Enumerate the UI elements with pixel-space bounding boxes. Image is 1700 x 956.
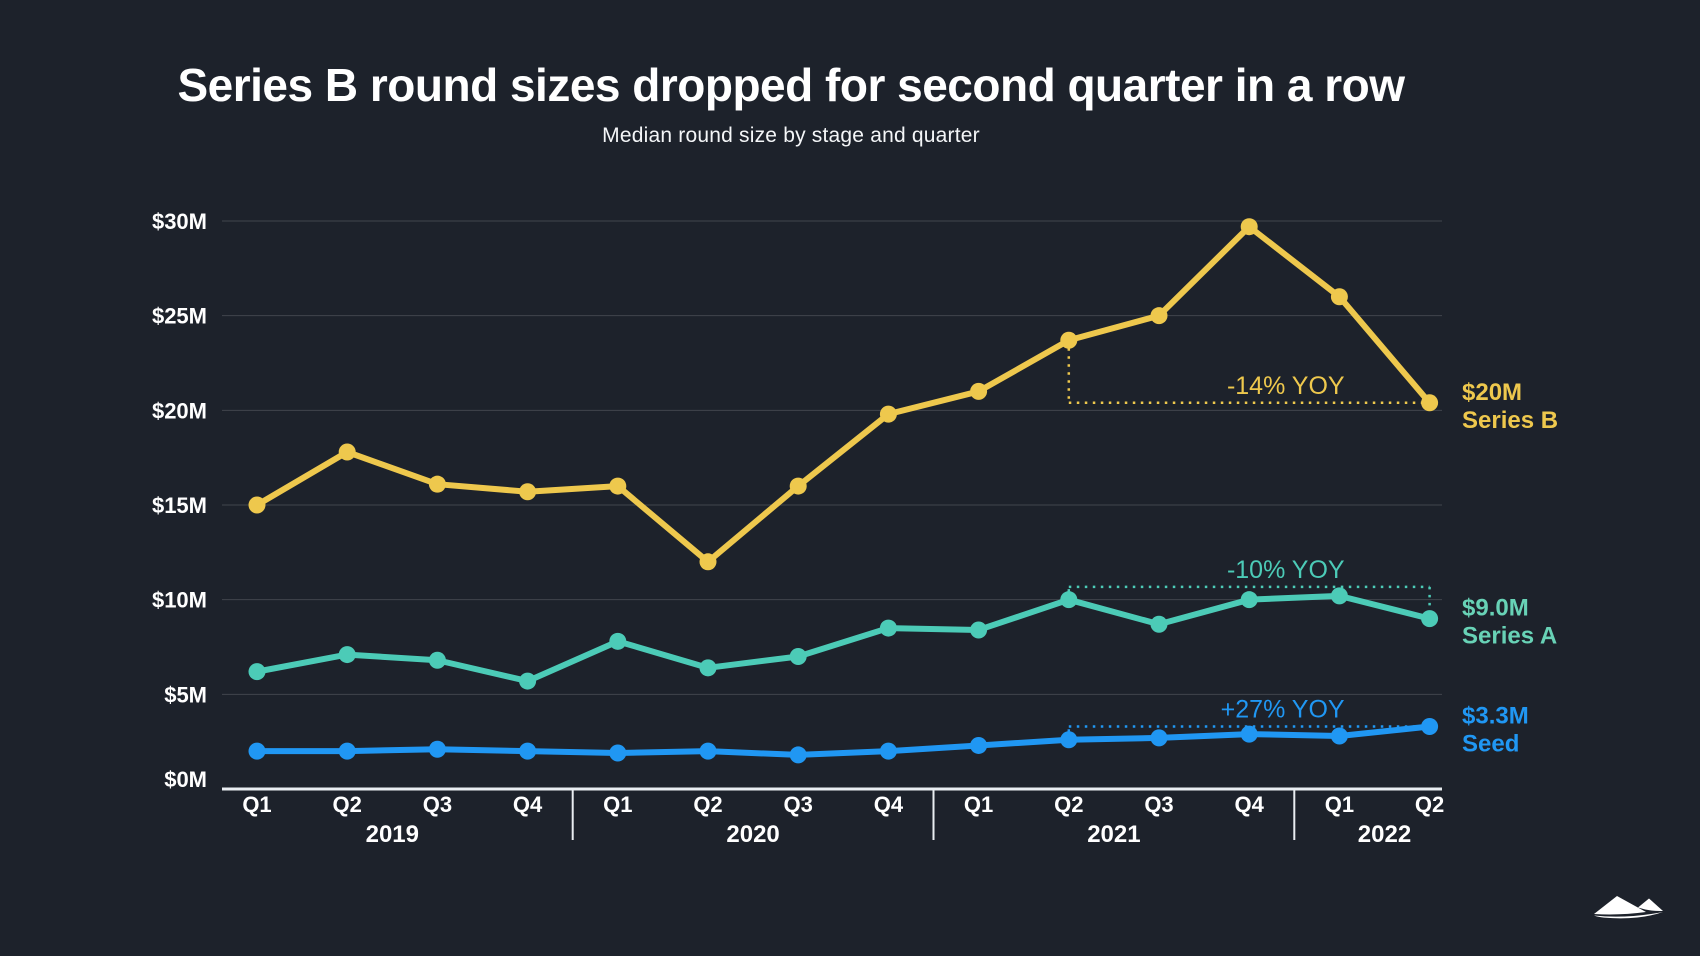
series-point-series-a — [609, 632, 627, 650]
y-axis-tick-label: $25M — [152, 304, 207, 329]
y-axis-tick-label: $5M — [164, 682, 207, 707]
series-point-series-b — [428, 475, 446, 493]
series-point-series-a — [1150, 615, 1168, 633]
series-point-series-a — [428, 651, 446, 669]
series-point-series-a — [1060, 591, 1078, 609]
series-point-series-b — [879, 405, 897, 423]
x-axis-year-label: 2021 — [1087, 821, 1140, 848]
chart-subtitle: Median round size by stage and quarter — [602, 124, 980, 147]
series-point-seed — [879, 742, 897, 760]
series-point-series-b — [338, 443, 356, 461]
x-axis-quarter-label: Q2 — [693, 792, 722, 817]
series-point-series-b — [1060, 331, 1078, 349]
x-axis-quarter-label: Q3 — [1144, 792, 1173, 817]
series-point-series-a — [699, 659, 717, 677]
chart-title: Series B round sizes dropped for second … — [177, 59, 1405, 111]
series-point-series-b — [1421, 394, 1439, 412]
series-point-seed — [609, 744, 627, 762]
series-point-series-b — [1150, 307, 1168, 325]
series-end-name: Series B — [1462, 407, 1558, 434]
annotation-yoy-label: -14% YOY — [1227, 372, 1345, 400]
annotation-yoy-label: -10% YOY — [1227, 556, 1345, 584]
series-point-seed — [428, 740, 446, 758]
series-point-series-a — [789, 647, 807, 665]
y-axis-tick-label: $10M — [152, 588, 207, 613]
x-axis-quarter-label: Q3 — [784, 792, 813, 817]
chart-header: Series B round sizes dropped for second … — [0, 0, 1582, 148]
series-point-series-a — [1240, 591, 1258, 609]
series-point-seed — [1060, 731, 1078, 749]
series-point-series-b — [1330, 288, 1348, 306]
series-line-series-b — [254, 223, 1433, 565]
brand-logo-mountains-icon — [1594, 896, 1663, 919]
x-axis-quarter-label: Q4 — [1235, 792, 1265, 817]
series-end-name: Series A — [1462, 623, 1557, 650]
series-point-seed — [1421, 718, 1439, 736]
series-point-series-b — [248, 496, 266, 514]
series-end-value: $9.0M — [1462, 595, 1529, 622]
x-axis-quarter-label: Q1 — [1325, 792, 1354, 817]
series-end-name: Seed — [1462, 731, 1519, 758]
series-point-seed — [789, 746, 807, 764]
series-end-value: $20M — [1462, 379, 1522, 406]
x-axis-year-label: 2020 — [726, 821, 779, 848]
series-point-series-a — [248, 663, 266, 681]
series-point-series-b — [970, 382, 988, 400]
series-point-seed — [1240, 725, 1258, 743]
x-axis-quarter-label: Q4 — [513, 792, 543, 817]
series-point-seed — [1330, 727, 1348, 745]
annotation-yoy-label: +27% YOY — [1221, 696, 1345, 724]
y-axis-tick-label: $0M — [164, 767, 207, 792]
series-point-series-a — [970, 621, 988, 639]
series-point-series-a — [879, 619, 897, 637]
x-axis-quarter-label: Q1 — [242, 792, 271, 817]
x-axis-quarter-label: Q4 — [874, 792, 904, 817]
series-point-series-a — [1421, 610, 1439, 628]
series-point-series-a — [519, 672, 537, 690]
yoy-annotation-seed: +27% YOY — [1067, 696, 1430, 740]
x-axis-quarter-label: Q1 — [603, 792, 632, 817]
x-axis-quarter-label: Q3 — [423, 792, 452, 817]
series-point-series-a — [338, 646, 356, 664]
x-axis-quarter-label: Q2 — [1415, 792, 1444, 817]
series-point-series-b — [1240, 218, 1258, 236]
x-axis-quarter-label: Q2 — [333, 792, 362, 817]
x-axis-year-label: 2022 — [1358, 821, 1411, 848]
series-point-series-b — [609, 477, 627, 495]
series-point-series-b — [699, 553, 717, 571]
yoy-annotation-series-a: -10% YOY — [1067, 556, 1431, 619]
series-point-seed — [248, 742, 266, 760]
series-point-series-b — [789, 477, 807, 495]
series-point-seed — [970, 736, 988, 754]
series-point-seed — [338, 742, 356, 760]
x-axis-quarter-label: Q2 — [1054, 792, 1083, 817]
y-axis-tick-label: $20M — [152, 398, 207, 423]
y-axis-tick-label: $15M — [152, 493, 207, 518]
series-point-seed — [1150, 729, 1168, 747]
series-line-seed — [254, 723, 1433, 758]
series-point-seed — [699, 742, 717, 760]
yoy-annotation-series-b: -14% YOY — [1067, 340, 1430, 405]
series-point-seed — [519, 742, 537, 760]
series-end-value: $3.3M — [1462, 703, 1529, 730]
series-point-series-b — [519, 483, 537, 501]
series-point-series-a — [1330, 587, 1348, 605]
x-axis-quarter-label: Q1 — [964, 792, 993, 817]
x-axis-year-label: 2019 — [366, 821, 419, 848]
y-axis-tick-label: $30M — [152, 209, 207, 234]
series-line-series-a — [254, 592, 1433, 685]
